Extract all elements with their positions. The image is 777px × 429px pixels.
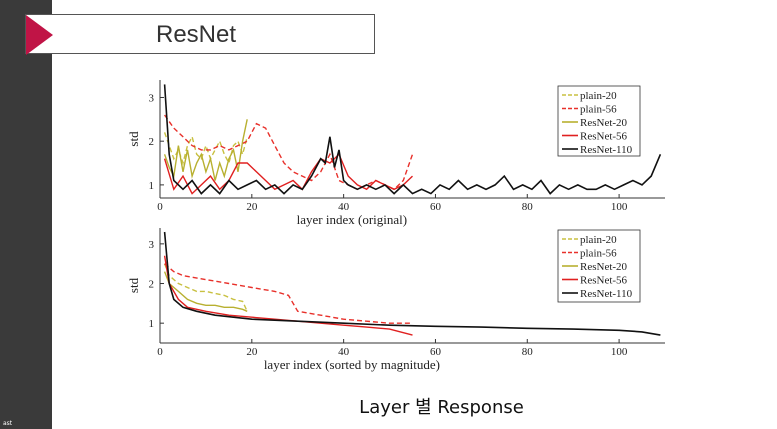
legend-label: ResNet-20 bbox=[580, 117, 628, 129]
y-tick-label: 1 bbox=[149, 318, 155, 330]
y-axis-label: std bbox=[126, 131, 141, 147]
x-tick-label: 60 bbox=[430, 201, 442, 213]
x-tick-label: 40 bbox=[338, 201, 350, 213]
series-resnet-56 bbox=[163, 153, 413, 195]
series-resnet-110 bbox=[163, 84, 662, 195]
legend-label: ResNet-56 bbox=[580, 131, 628, 143]
legend-label: ResNet-110 bbox=[580, 288, 633, 300]
y-tick-label: 2 bbox=[149, 136, 155, 148]
title-box: ResNet bbox=[25, 14, 375, 55]
series-resnet-20 bbox=[163, 271, 248, 312]
y-tick-label: 3 bbox=[149, 92, 155, 104]
legend-box bbox=[557, 85, 641, 157]
series-resnet-20 bbox=[163, 119, 248, 181]
series-plain-56 bbox=[164, 114, 414, 191]
legend-label: plain-56 bbox=[580, 248, 617, 260]
x-tick-label: 100 bbox=[611, 201, 628, 213]
y-tick-label: 3 bbox=[149, 239, 155, 251]
chart-2: 0 20 40 60 80 100 1 2 3 layer index (sorted by ma… bbox=[126, 228, 665, 372]
x-axis-label: layer index (sorted by magnitude) bbox=[264, 357, 440, 372]
x-tick-label: 40 bbox=[338, 346, 350, 358]
legend-label: plain-20 bbox=[580, 234, 617, 246]
x-tick-label: 80 bbox=[522, 346, 534, 358]
series-resnet-56 bbox=[163, 255, 413, 336]
x-axis-label: layer index (original) bbox=[297, 212, 407, 227]
slide-title: ResNet bbox=[156, 21, 237, 48]
x-tick-label: 20 bbox=[246, 201, 258, 213]
x-tick-label: 20 bbox=[246, 346, 258, 358]
legend-label: plain-56 bbox=[580, 104, 617, 116]
legend-label: ResNet-110 bbox=[580, 144, 633, 156]
legend-label: plain-20 bbox=[580, 90, 617, 102]
y-axis-label: std bbox=[126, 277, 141, 293]
left-sidebar: ast bbox=[0, 0, 52, 429]
legend-label: ResNet-20 bbox=[580, 261, 628, 273]
title-accent-triangle bbox=[26, 15, 53, 55]
corner-text: ast bbox=[3, 420, 13, 427]
y-tick-label: 2 bbox=[149, 279, 155, 291]
slide-caption: Layer 별 Response bbox=[359, 397, 524, 418]
legend-label: ResNet-56 bbox=[580, 275, 628, 287]
caption-wrap: Layer 별 Response bbox=[0, 393, 777, 419]
series-plain-56 bbox=[164, 263, 413, 324]
x-tick-label: 60 bbox=[430, 346, 442, 358]
y-tick-label: 1 bbox=[149, 180, 155, 192]
series-plain-20 bbox=[163, 132, 248, 166]
x-tick-label: 0 bbox=[157, 346, 163, 358]
x-tick-label: 100 bbox=[611, 346, 628, 358]
series-plain-20 bbox=[163, 263, 248, 312]
series-resnet-110 bbox=[163, 231, 661, 336]
x-tick-label: 80 bbox=[522, 201, 534, 213]
x-tick-label: 0 bbox=[157, 201, 163, 213]
chart-1: 0 20 40 60 80 100 1 2 3 layer index (original) std… bbox=[126, 80, 665, 227]
